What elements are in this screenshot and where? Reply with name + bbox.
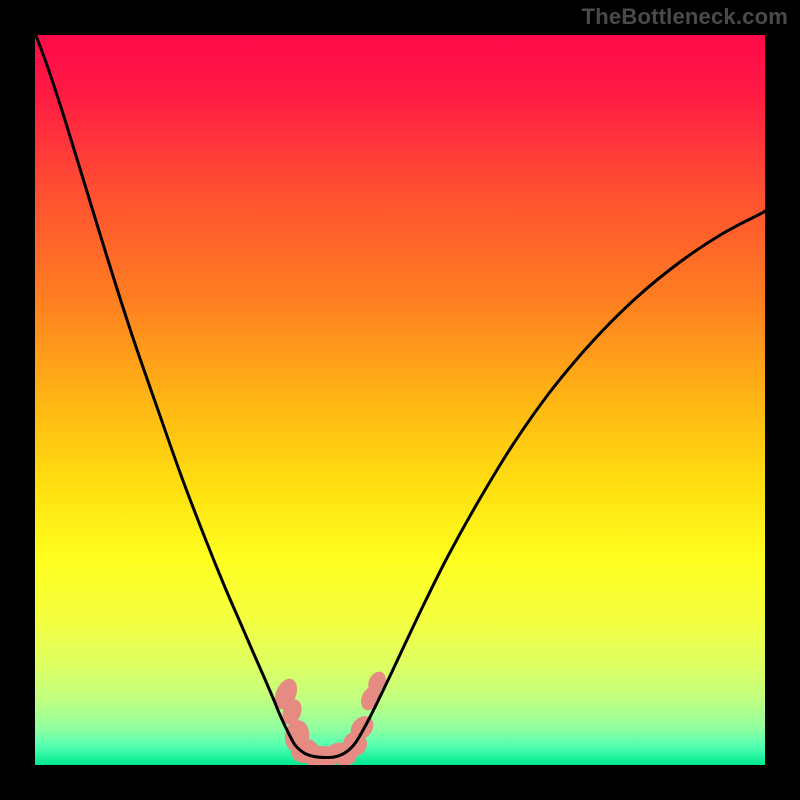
plot-area bbox=[35, 33, 765, 769]
watermark-text: TheBottleneck.com bbox=[582, 4, 788, 30]
bottleneck-chart bbox=[0, 0, 800, 800]
chart-stage: TheBottleneck.com bbox=[0, 0, 800, 800]
